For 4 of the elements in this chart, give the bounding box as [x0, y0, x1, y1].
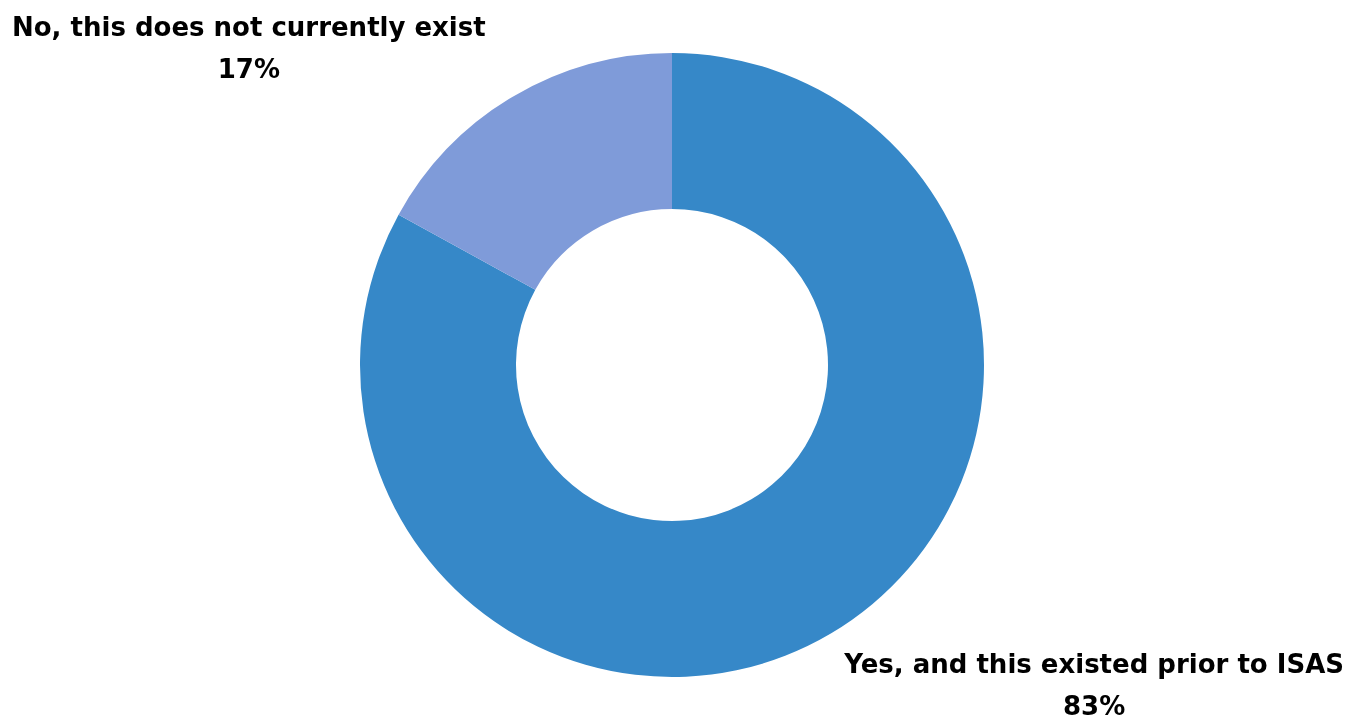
slice-label: No, this does not currently exist [12, 12, 486, 43]
data-label: 83% [1063, 691, 1126, 722]
data-label: 17% [217, 54, 280, 85]
slice-label: Yes, and this existed prior to ISAS [843, 649, 1344, 680]
